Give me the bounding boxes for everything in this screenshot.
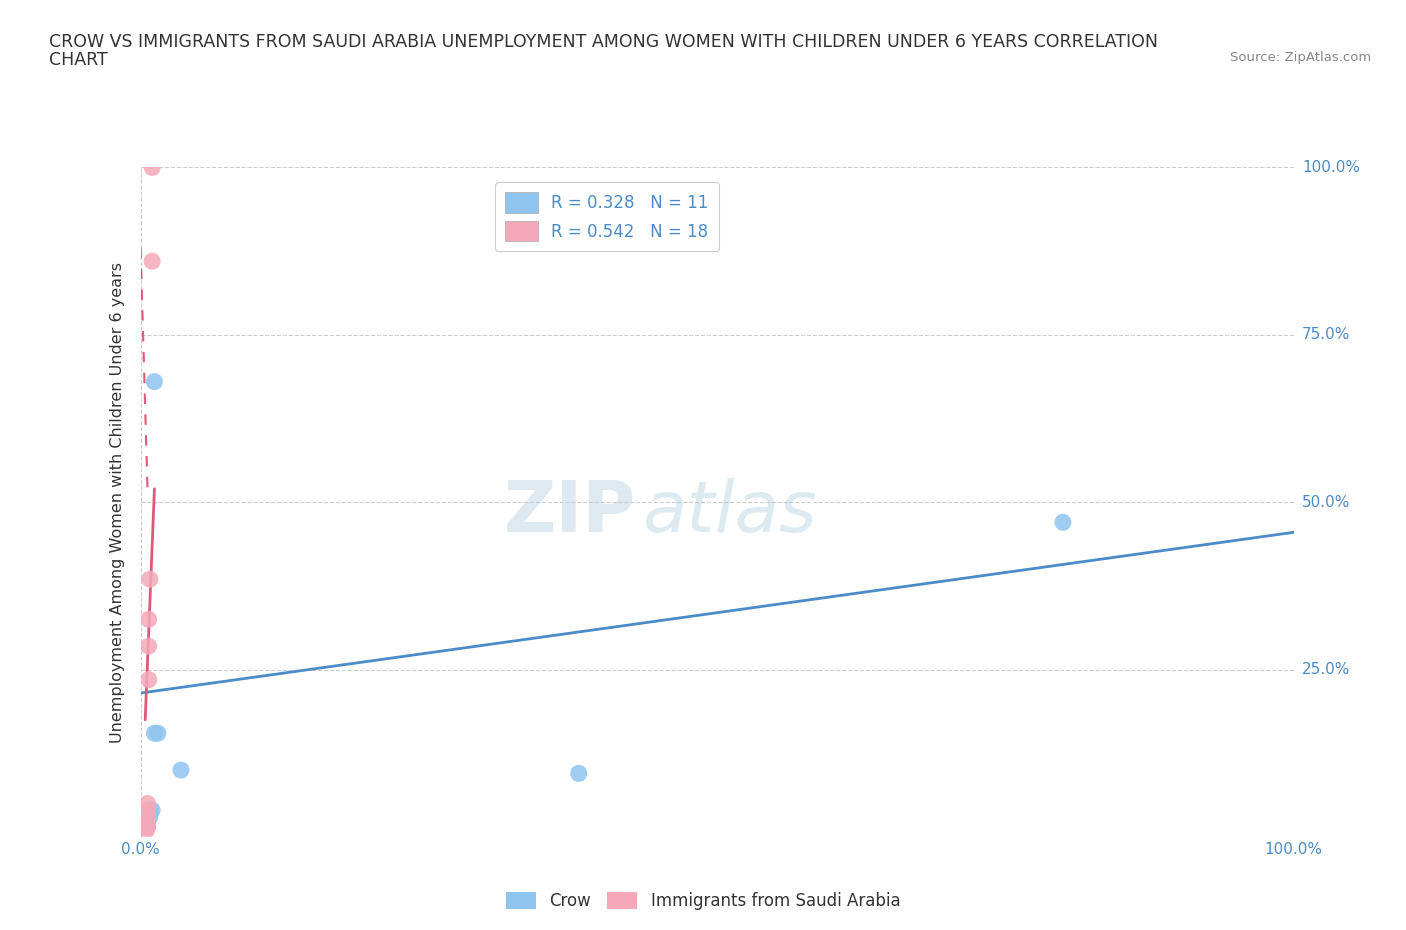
Point — [135, 817, 157, 831]
Point — [135, 817, 157, 831]
Point — [136, 817, 159, 831]
Point — [141, 254, 163, 269]
Point — [136, 796, 159, 811]
Point — [135, 813, 157, 828]
Text: atlas: atlas — [643, 478, 817, 547]
Text: 100.0%: 100.0% — [1302, 160, 1360, 175]
Point — [141, 160, 163, 175]
Point — [136, 819, 159, 834]
Point — [135, 813, 157, 828]
Point — [143, 725, 166, 740]
Point — [170, 763, 193, 777]
Point — [141, 803, 163, 817]
Point — [136, 817, 159, 831]
Text: 75.0%: 75.0% — [1302, 327, 1350, 342]
Point — [139, 809, 162, 824]
Point — [136, 806, 159, 821]
Point — [146, 725, 169, 740]
Text: 50.0%: 50.0% — [1302, 495, 1350, 510]
Text: Source: ZipAtlas.com: Source: ZipAtlas.com — [1230, 51, 1371, 64]
Y-axis label: Unemployment Among Women with Children Under 6 years: Unemployment Among Women with Children U… — [110, 261, 125, 743]
Legend: Crow, Immigrants from Saudi Arabia: Crow, Immigrants from Saudi Arabia — [499, 885, 907, 917]
Point — [1052, 515, 1074, 530]
Text: 25.0%: 25.0% — [1302, 662, 1350, 677]
Text: CHART: CHART — [49, 51, 108, 69]
Point — [143, 374, 166, 389]
Text: ZIP: ZIP — [505, 478, 637, 547]
Point — [136, 803, 159, 817]
Point — [139, 572, 162, 587]
Point — [138, 639, 160, 654]
Point — [135, 817, 157, 831]
Point — [138, 612, 160, 627]
Text: CROW VS IMMIGRANTS FROM SAUDI ARABIA UNEMPLOYMENT AMONG WOMEN WITH CHILDREN UNDE: CROW VS IMMIGRANTS FROM SAUDI ARABIA UNE… — [49, 33, 1159, 50]
Point — [135, 823, 157, 838]
Legend: R = 0.328   N = 11, R = 0.542   N = 18: R = 0.328 N = 11, R = 0.542 N = 18 — [495, 182, 718, 251]
Point — [136, 819, 159, 834]
Point — [136, 819, 159, 834]
Point — [139, 803, 162, 817]
Point — [138, 672, 160, 687]
Point — [568, 766, 591, 781]
